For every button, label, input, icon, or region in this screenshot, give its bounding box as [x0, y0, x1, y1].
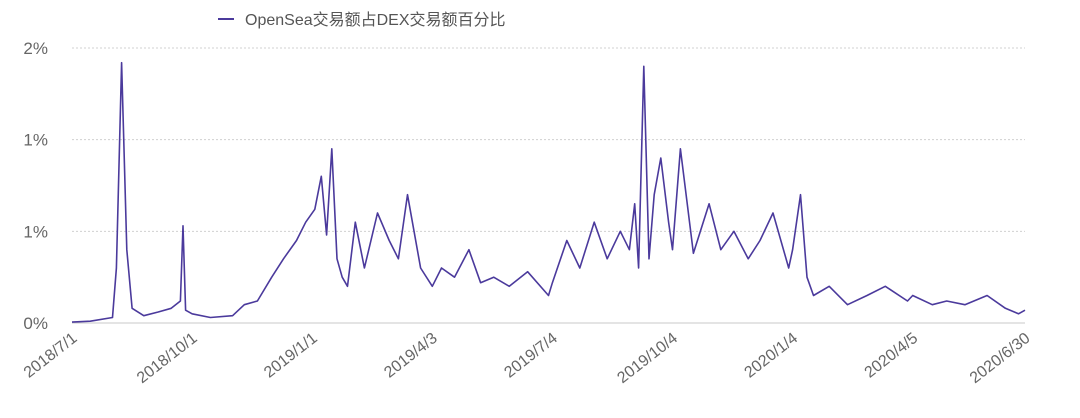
- series-line-path: [71, 61, 1026, 323]
- y-tick-label: 1%: [23, 222, 48, 241]
- legend-label: OpenSea交易额占DEX交易额百分比: [245, 11, 506, 29]
- x-tick-label: 2020/6/30: [967, 330, 1034, 387]
- y-axis-tick-labels: 0% 1% 1% 2%: [23, 39, 48, 333]
- x-tick-label: 2018/10/1: [134, 330, 201, 387]
- x-tick-label: 2020/1/4: [742, 330, 802, 382]
- x-tick-label: 2019/1/1: [261, 330, 321, 382]
- x-tick-label: 2020/4/5: [862, 330, 922, 382]
- legend: OpenSea交易额占DEX交易额百分比: [218, 11, 506, 29]
- series-line: [71, 61, 1026, 323]
- x-tick-label: 2019/10/4: [614, 330, 681, 387]
- x-tick-label: 2019/4/3: [381, 330, 441, 382]
- y-tick-label: 1%: [23, 131, 48, 150]
- x-axis-tick-labels: 2018/7/1 2018/10/1 2019/1/1 2019/4/3 2019/7/…: [21, 330, 1034, 387]
- y-tick-label: 2%: [23, 39, 48, 58]
- gridlines: [72, 47, 1025, 232]
- x-tick-label: 2019/7/4: [501, 330, 561, 382]
- y-tick-label: 0%: [23, 314, 48, 333]
- x-tick-label: 2018/7/1: [21, 330, 81, 382]
